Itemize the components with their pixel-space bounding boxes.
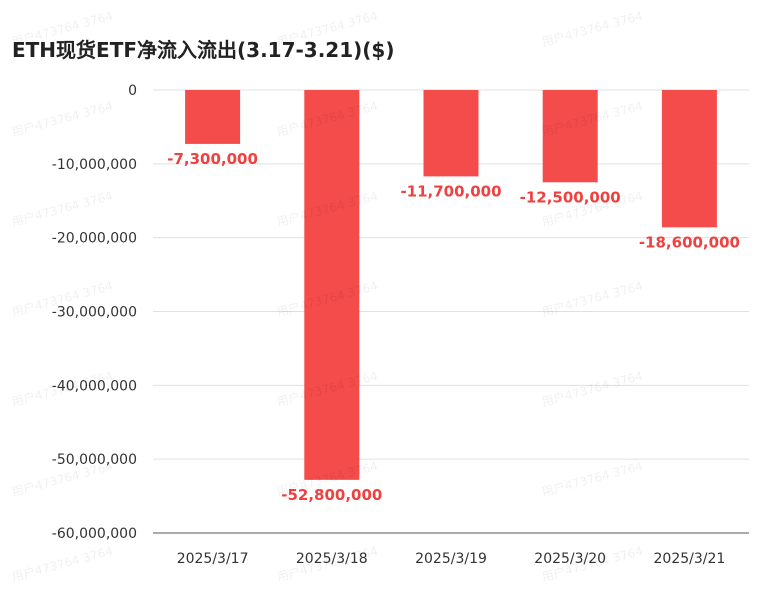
bar-value-label: -11,700,000: [400, 182, 501, 200]
x-tick-label: 2025/3/20: [534, 551, 606, 567]
bar: [423, 90, 479, 177]
bar-value-label: -52,800,000: [281, 486, 382, 504]
x-tick-label: 2025/3/17: [177, 551, 249, 567]
y-tick-label: -60,000,000: [52, 526, 137, 542]
bar: [185, 90, 241, 144]
y-tick-label: -40,000,000: [52, 378, 137, 394]
y-tick-label: -20,000,000: [52, 231, 137, 247]
y-tick-label: 0: [128, 83, 137, 99]
bar-value-label: -7,300,000: [167, 150, 258, 168]
bar-value-label: -12,500,000: [520, 188, 621, 206]
bar: [661, 90, 717, 228]
bar: [542, 90, 598, 183]
bar: [304, 90, 360, 480]
y-tick-label: -30,000,000: [52, 305, 137, 321]
y-tick-label: -50,000,000: [52, 452, 137, 468]
bar-value-label: -18,600,000: [639, 233, 740, 251]
chart-title: ETH现货ETF净流入流出(3.17-3.21)($): [12, 38, 395, 62]
y-tick-label: -10,000,000: [52, 157, 137, 173]
x-tick-label: 2025/3/19: [415, 551, 487, 567]
x-tick-label: 2025/3/21: [654, 551, 726, 567]
x-tick-label: 2025/3/18: [296, 551, 368, 567]
